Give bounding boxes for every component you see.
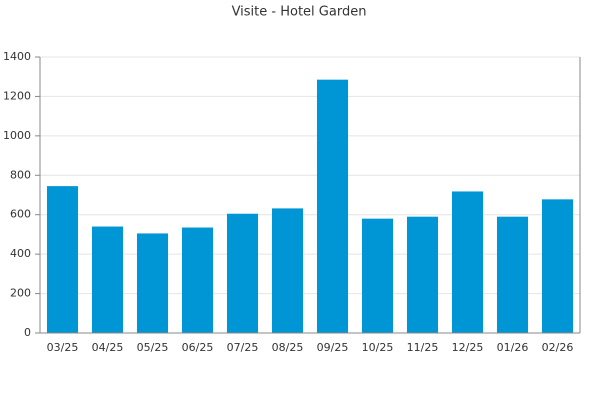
x-tick-label: 11/25 xyxy=(407,341,439,354)
x-tick-label: 12/25 xyxy=(452,341,484,354)
x-tick-label: 06/25 xyxy=(182,341,214,354)
bar xyxy=(226,213,259,333)
y-tick-label: 1000 xyxy=(3,129,31,142)
bar xyxy=(496,216,529,333)
y-tick-label: 0 xyxy=(24,326,31,339)
x-tick-label: 01/26 xyxy=(497,341,529,354)
bar xyxy=(271,208,304,333)
bar xyxy=(406,216,439,333)
x-tick-label: 07/25 xyxy=(227,341,259,354)
x-tick-label: 03/25 xyxy=(47,341,79,354)
chart-title: Visite - Hotel Garden xyxy=(232,5,367,20)
bar xyxy=(541,199,574,333)
bar xyxy=(361,218,394,333)
y-tick-label: 600 xyxy=(10,208,31,221)
x-tick-label: 09/25 xyxy=(317,341,349,354)
x-tick-label: 08/25 xyxy=(272,341,304,354)
y-tick-label: 200 xyxy=(10,287,31,300)
x-tick-label: 02/26 xyxy=(542,341,574,354)
y-tick-label: 1400 xyxy=(3,50,31,63)
y-tick-label: 1200 xyxy=(3,89,31,102)
bar xyxy=(316,79,349,334)
bar xyxy=(46,186,79,333)
bar xyxy=(451,191,484,333)
bar xyxy=(181,227,214,333)
bar xyxy=(91,226,124,333)
y-tick-label: 800 xyxy=(10,168,31,181)
x-tick-label: 05/25 xyxy=(137,341,169,354)
x-tick-label: 10/25 xyxy=(362,341,394,354)
bar xyxy=(136,233,169,333)
y-tick-label: 400 xyxy=(10,247,31,260)
x-tick-label: 04/25 xyxy=(92,341,124,354)
